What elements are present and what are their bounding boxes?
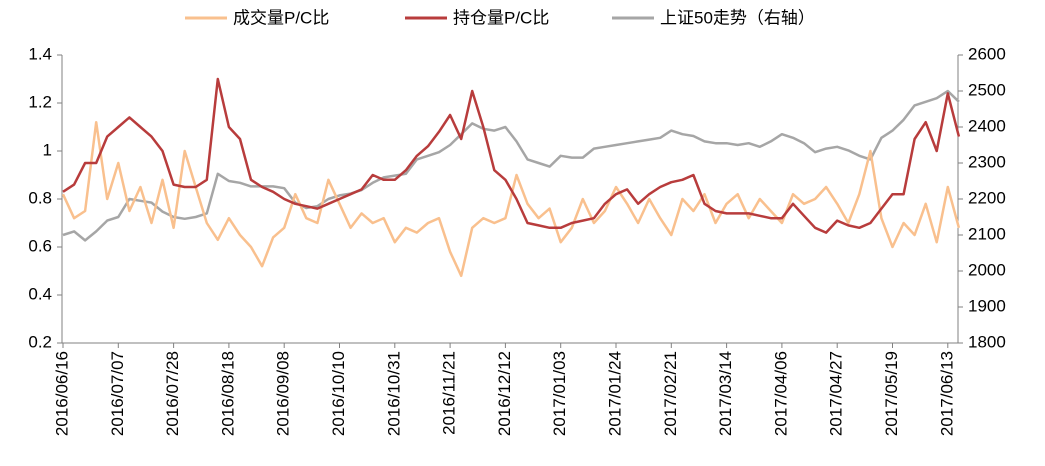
x-tick-label: 2017/03/14 [716, 351, 735, 436]
x-tick-label: 2017/01/24 [605, 351, 624, 436]
x-tick-label: 2017/05/19 [882, 351, 901, 436]
y2-tick-label: 1900 [968, 296, 1006, 315]
x-tick-label: 2016/09/08 [274, 351, 293, 436]
x-tick-label: 2017/02/21 [661, 351, 680, 436]
legend-label: 成交量P/C比 [233, 8, 329, 27]
y2-tick-label: 2600 [968, 44, 1006, 63]
y-tick-label: 0.4 [28, 284, 52, 303]
y-tick-label: 0.6 [28, 236, 52, 255]
series-line [62, 89, 960, 242]
x-tick-label: 2016/07/28 [163, 351, 182, 436]
x-tick-label: 2016/08/18 [218, 351, 237, 436]
series-line [62, 77, 961, 234]
y2-tick-label: 2100 [968, 224, 1006, 243]
x-tick-label: 2017/04/06 [771, 351, 790, 436]
y2-tick-label: 2200 [968, 188, 1006, 207]
y2-tick-label: 2000 [968, 260, 1006, 279]
y-tick-label: 0.2 [28, 332, 52, 351]
y2-tick-label: 2400 [968, 116, 1006, 135]
legend-label: 持仓量P/C比 [453, 8, 549, 27]
x-tick-label: 2016/07/07 [108, 351, 127, 436]
x-tick-label: 2016/12/12 [495, 351, 514, 436]
y2-tick-label: 2500 [968, 80, 1006, 99]
y2-tick-label: 1800 [968, 332, 1006, 351]
x-tick-label: 2016/10/10 [329, 351, 348, 436]
x-tick-label: 2017/04/27 [827, 351, 846, 436]
y-tick-label: 1 [43, 140, 52, 159]
y2-tick-label: 2300 [968, 152, 1006, 171]
y-tick-label: 1.2 [28, 92, 52, 111]
y-tick-label: 1.4 [28, 44, 52, 63]
y-tick-label: 0.8 [28, 188, 52, 207]
x-tick-label: 2016/10/31 [384, 351, 403, 436]
legend-label: 上证50走势（右轴） [660, 8, 815, 27]
x-tick-label: 2016/11/21 [440, 351, 459, 435]
series-line [61, 120, 961, 278]
x-tick-label: 2017/06/13 [937, 351, 956, 436]
x-tick-label: 2016/06/16 [52, 351, 71, 436]
x-tick-label: 2017/01/03 [550, 351, 569, 436]
